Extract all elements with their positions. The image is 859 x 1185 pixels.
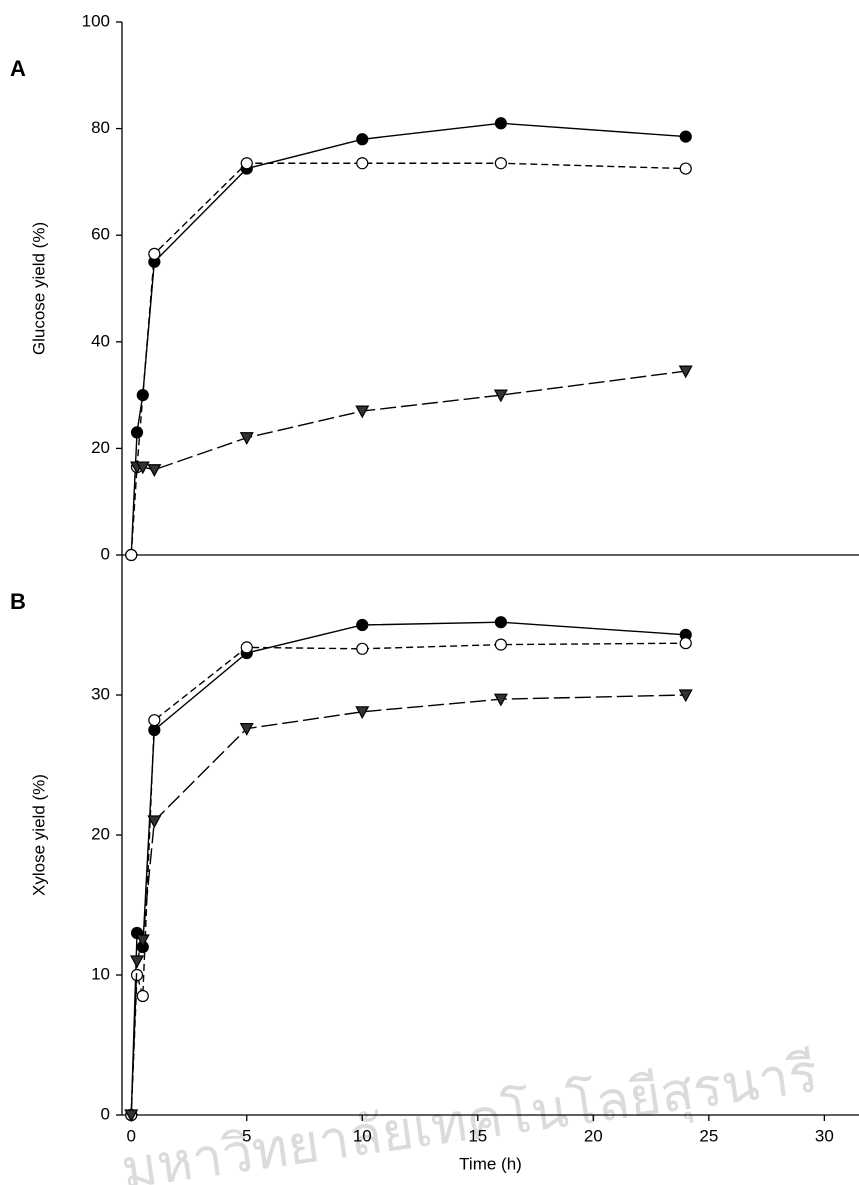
figure: มหาวิทยาลัยเทคโนโลยีสุรนารี 020406080100… [0,0,859,1185]
y-tick-label: 0 [101,544,110,563]
marker [495,118,506,129]
marker [132,427,143,438]
marker [126,550,137,561]
series-line [131,695,685,1115]
y-axis-label: Glucose yield (%) [29,222,48,355]
y-tick-label: 0 [101,1104,110,1123]
x-tick-label: 0 [127,1126,136,1145]
y-tick-label: 60 [91,225,110,244]
marker [357,134,368,145]
marker [495,617,506,628]
x-tick-label: 20 [584,1126,603,1145]
marker [680,638,691,649]
y-tick-label: 40 [91,331,110,350]
marker [149,715,160,726]
marker [149,248,160,259]
y-tick-label: 10 [91,964,110,983]
y-axis-label: Xylose yield (%) [29,774,48,896]
panel-label: B [10,589,26,614]
y-tick-label: 100 [82,11,110,30]
x-tick-label: 30 [815,1126,834,1145]
marker [495,639,506,650]
series-line [131,643,685,1115]
marker [357,158,368,169]
marker [131,956,143,967]
x-tick-label: 10 [353,1126,372,1145]
series-line [137,371,686,470]
x-tick-label: 25 [699,1126,718,1145]
y-tick-label: 20 [91,824,110,843]
marker [357,620,368,631]
y-tick-label: 80 [91,118,110,137]
x-tick-label: 5 [242,1126,251,1145]
marker [680,163,691,174]
marker [241,158,252,169]
marker [680,131,691,142]
marker [356,406,368,417]
y-tick-label: 20 [91,438,110,457]
series-line [131,622,685,1115]
panel-label: A [10,56,26,81]
series-line [131,163,685,555]
x-tick-label: 15 [468,1126,487,1145]
marker [148,465,160,476]
series-line [131,123,685,555]
x-axis-label: Time (h) [459,1154,522,1173]
marker [137,991,148,1002]
marker [241,642,252,653]
y-tick-label: 30 [91,684,110,703]
marker [495,158,506,169]
marker [241,433,253,444]
marker [357,643,368,654]
